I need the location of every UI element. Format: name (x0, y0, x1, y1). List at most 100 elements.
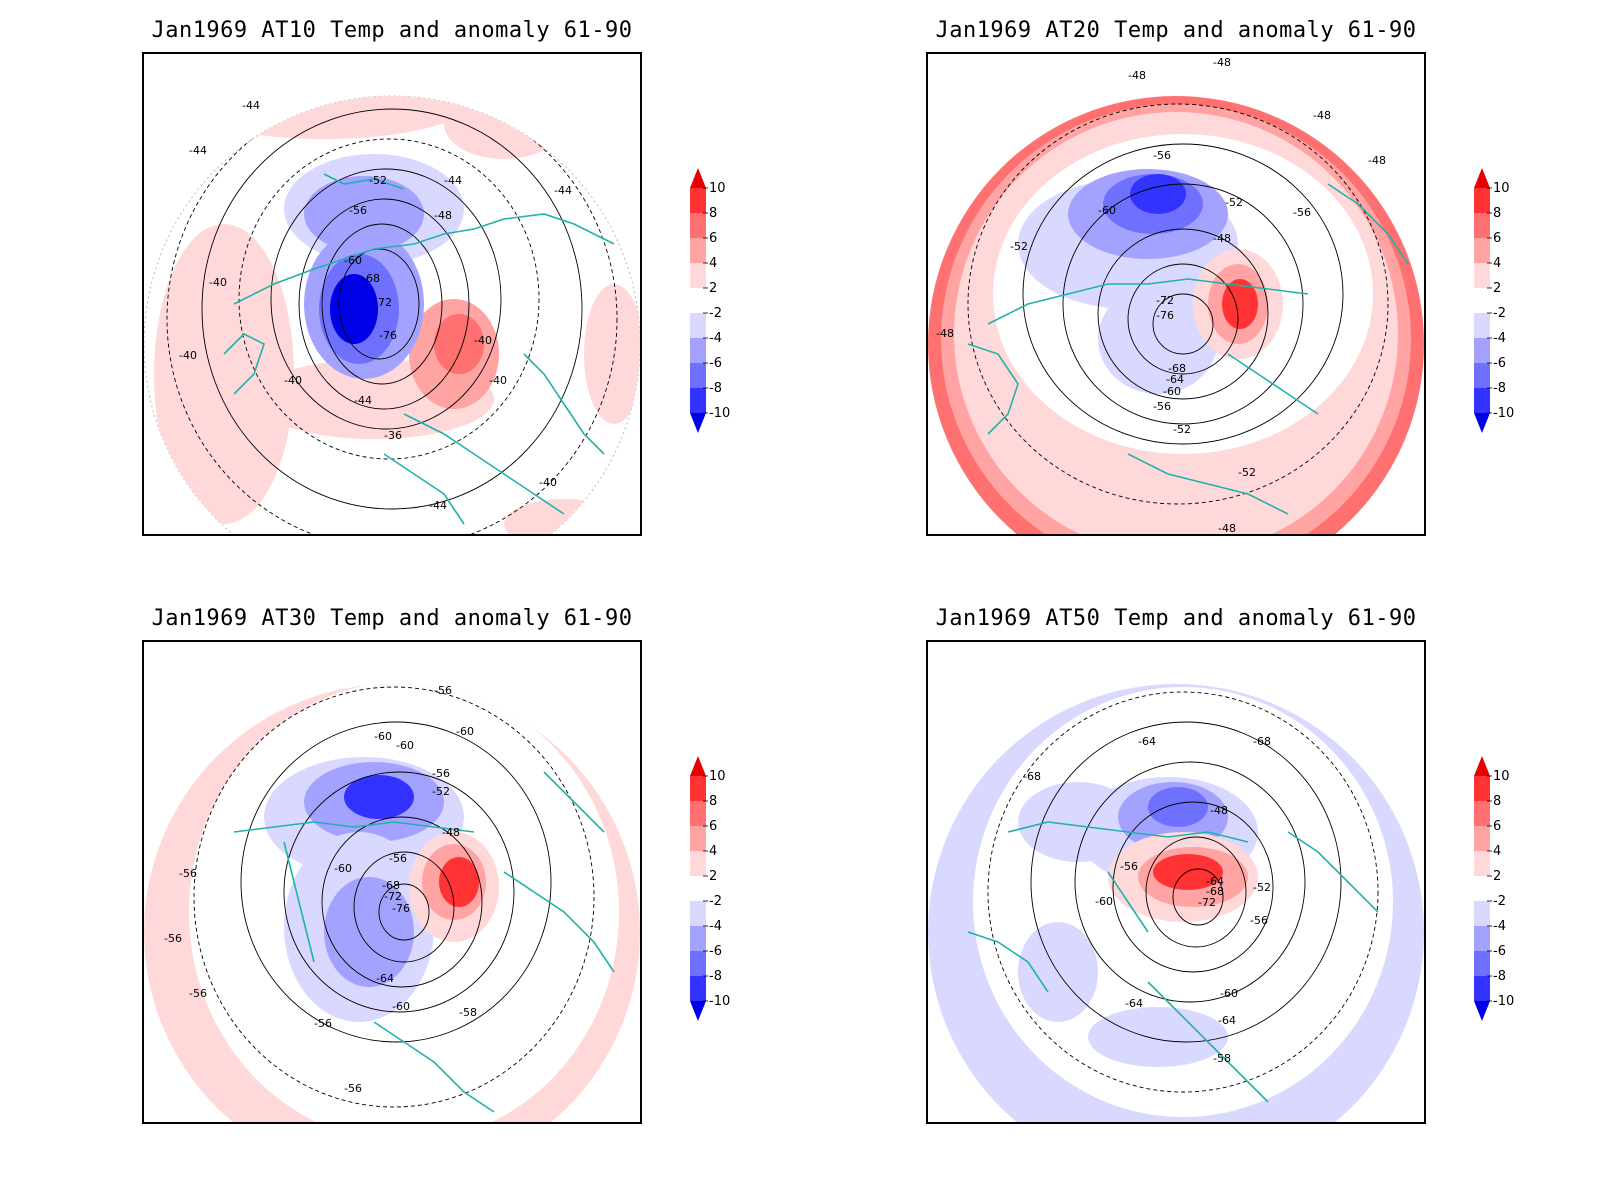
contour-label: -60 (1220, 987, 1238, 1000)
colorbar-label: 2 (1493, 281, 1501, 296)
panel1-svg: -44 -44 -52 -56 -48 -60 -68 -72 -76 -40 … (144, 95, 640, 534)
contour-label: -68 (382, 879, 400, 892)
colorbar-swatch (690, 213, 706, 238)
colorbar-swatch (690, 263, 706, 288)
contour-label: -56 (389, 852, 407, 865)
contour-label: -60 (344, 254, 362, 267)
colorbar-swatch (690, 951, 706, 976)
panel3-title: Jan1969 AT30 Temp and anomaly 61-90 (151, 606, 633, 631)
contour-label: -60 (1095, 895, 1113, 908)
colorbar-swatch (690, 388, 706, 413)
colorbar-swatch (1474, 951, 1490, 976)
colorbar-label: -4 (1493, 919, 1506, 934)
contour-label: -56 (179, 867, 197, 880)
colorbar-swatch (690, 976, 706, 1001)
colorbar-label: -4 (709, 331, 722, 346)
contour-label: -60 (1163, 385, 1181, 398)
contour-label: -72 (384, 890, 402, 903)
contour-label: -44 (354, 394, 372, 407)
colorbar-label: -10 (709, 994, 730, 1009)
panel2-map: -48 -48 -48 -48 -56 -56 -60 -52 -52 -48 … (926, 52, 1426, 536)
colorbar-swatch (1474, 388, 1490, 413)
colorbar-label: 10 (1493, 769, 1510, 784)
contour-label: -40 (209, 276, 227, 289)
colorbar-swatch (1474, 776, 1490, 801)
colorbar-label: 2 (709, 281, 717, 296)
colorbar-swatch (690, 801, 706, 826)
colorbar-label: 2 (1493, 869, 1501, 884)
panel1-title: Jan1969 AT10 Temp and anomaly 61-90 (151, 18, 633, 43)
contour-label: -68 (1253, 735, 1271, 748)
colorbar-swatch (690, 313, 706, 338)
contour-label: -56 (1250, 914, 1268, 927)
colorbar-label: 4 (709, 256, 717, 271)
colorbar-label: -4 (1493, 331, 1506, 346)
colorbar-label: 6 (709, 231, 717, 246)
contour-label: -48 (442, 826, 460, 839)
colorbar-swatch (690, 776, 706, 801)
contour-label: -64 (1206, 875, 1224, 888)
contour-label: -48 (1213, 56, 1231, 69)
colorbar-swatch (1474, 826, 1490, 851)
contour-label: -52 (1225, 196, 1243, 209)
colorbar-swatch (1474, 801, 1490, 826)
colorbar-label: -4 (709, 919, 722, 934)
colorbar-swatch (1474, 288, 1490, 313)
contour-label: -36 (384, 429, 402, 442)
colorbar-svg: 10 8 6 4 2 -2 -4 -6 -8 -10 (1474, 756, 1514, 1021)
contour-label: -44 (242, 99, 260, 112)
panel1-map: -44 -44 -52 -56 -48 -60 -68 -72 -76 -40 … (142, 52, 642, 536)
contour-label: -56 (189, 987, 207, 1000)
colorbar-label: -6 (1493, 944, 1506, 959)
contour-label: -40 (474, 334, 492, 347)
contour-label: -44 (554, 184, 572, 197)
colorbar-swatch (1474, 313, 1490, 338)
colorbar-label: 4 (709, 844, 717, 859)
colorbar-label: -8 (709, 969, 722, 984)
colorbar-label: -6 (1493, 356, 1506, 371)
colorbar-label: 8 (1493, 794, 1501, 809)
contour-label: -52 (1010, 240, 1028, 253)
colorbar-label: -10 (1493, 406, 1514, 421)
contour-label: -56 (314, 1017, 332, 1030)
contour-label: -48 (1368, 154, 1386, 167)
contour-label: -52 (1173, 423, 1191, 436)
colorbar-label: 6 (709, 819, 717, 834)
contour-label: -48 (936, 327, 954, 340)
contour-label: -56 (1120, 860, 1138, 873)
contour-label: -76 (379, 329, 397, 342)
contour-label: -76 (392, 902, 410, 915)
colorbar-label: 10 (709, 769, 726, 784)
colorbar-swatch (690, 363, 706, 388)
contour-label: -40 (489, 374, 507, 387)
colorbar-label: -6 (709, 356, 722, 371)
contour-label: -58 (1213, 1052, 1231, 1065)
contour-label: -76 (1156, 309, 1174, 322)
contour-label: -56 (1293, 206, 1311, 219)
colorbar-label: 4 (1493, 256, 1501, 271)
colorbar-swatch (690, 288, 706, 313)
colorbar-swatch (690, 238, 706, 263)
colorbar-label: -2 (1493, 894, 1506, 909)
colorbar-swatch (1474, 363, 1490, 388)
colorbar-swatch (690, 851, 706, 876)
contour-label: -44 (429, 499, 447, 512)
contour-label: -60 (1098, 204, 1116, 217)
colorbar-swatch (690, 826, 706, 851)
colorbar-label: -10 (709, 406, 730, 421)
colorbar-label: 8 (1493, 206, 1501, 221)
contour-label: -48 (1213, 232, 1231, 245)
colorbar-arrow-bottom (1474, 1001, 1490, 1021)
colorbar-label: 8 (709, 794, 717, 809)
contour-label: -40 (284, 374, 302, 387)
contour-label: -68 (1206, 885, 1224, 898)
contour-label: -64 (1125, 997, 1143, 1010)
colorbar-swatch (1474, 338, 1490, 363)
contour-label: -68 (1168, 362, 1186, 375)
contour-label: -60 (456, 725, 474, 738)
colorbar-svg: 10 8 6 4 2 -2 -4 -6 -8 -10 (690, 168, 730, 433)
contour-label: -40 (539, 476, 557, 489)
panel2-title: Jan1969 AT20 Temp and anomaly 61-90 (935, 18, 1417, 43)
contour-label: -48 (1218, 522, 1236, 534)
colorbar-swatch (1474, 851, 1490, 876)
